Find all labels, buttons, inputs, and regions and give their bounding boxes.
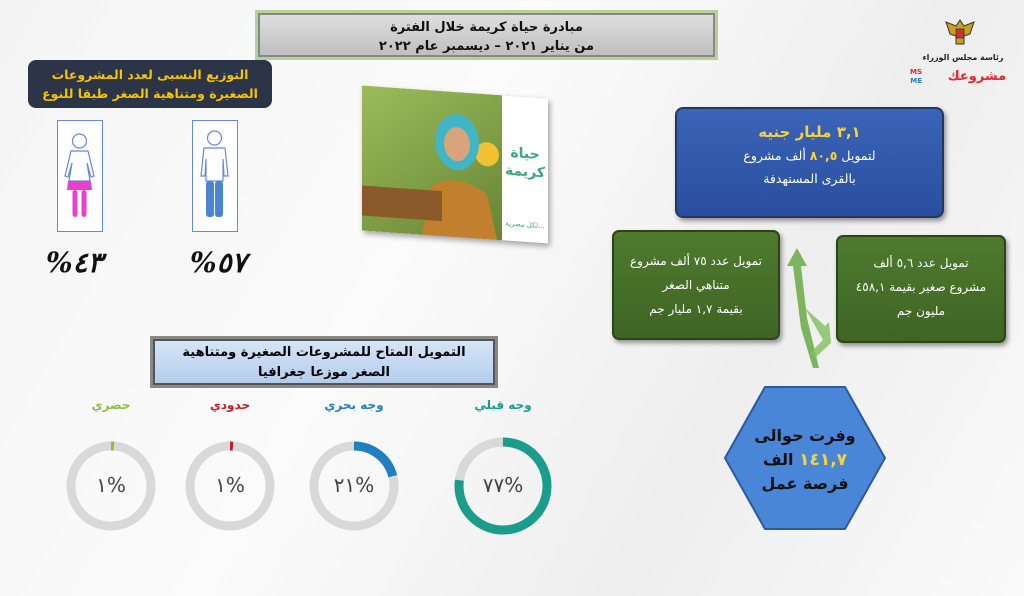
donut-arc [309,441,399,531]
geo-percentage: ١% [96,473,126,497]
svg-text:MS: MS [910,68,922,76]
geo-percentage: ١% [215,473,245,497]
geo-donut [454,437,552,535]
photo-brand: حياة كريمة [502,143,548,182]
micro-line-3: بقيمة ١,٧ مليار جم [649,302,743,316]
micro-projects-box: تمويل عدد ٧٥ ألف مشروع متناهي الصغر بقيم… [612,230,780,340]
micro-line-1: تمويل عدد ٧٥ ألف مشروع [630,254,762,268]
gender-heading: التوزيع النسبى لعدد المشروعات الصغيرة وم… [28,60,272,108]
egypt-eagle-icon: رئاسة مجلس الوزراء مشروعك MS ME [910,19,1006,85]
male-figure-box [192,120,238,232]
geo-label: وجه بحري [324,398,384,412]
funding-line-2-pre: لتمويل [837,148,876,163]
small-line-2: مشروع صغير بقيمة ٤٥٨,١ [855,280,987,294]
small-line-3: مليون جم [896,304,946,318]
donut-arc [66,441,156,531]
title-line-2: من يناير ٢٠٢١ – ديسمبر عام ٢٠٢٢ [378,39,595,54]
initiative-photo: حياة كريمة ...لكل مصرية [362,85,548,244]
title-line-1: مبادرة حياة كريمة خلال الفترة [390,20,583,35]
geo-percentage: ٢١% [333,473,375,497]
funding-line-2: لتمويل ٨٠,٥ ألف مشروع [677,144,942,167]
jobs-line-3: فرصة عمل [761,474,849,493]
svg-text:رئاسة مجلس الوزراء: رئاسة مجلس الوزراء [923,53,1004,63]
funding-project-count: ٨٠,٥ [809,148,838,163]
female-figure-box [57,120,103,232]
total-funding-box: ٣,١ مليار جنيه لتمويل ٨٠,٥ ألف مشروع بال… [675,107,944,218]
male-icon [200,130,229,217]
svg-text:ME: ME [910,77,922,85]
total-amount: ٣,١ مليار جنيه [758,123,861,141]
gender-heading-line-2: الصغيرة ومتناهية الصغر طبقا للنوع [42,86,258,101]
jobs-unit: الف [762,450,800,469]
logo: رئاسة مجلس الوزراء مشروعك MS ME [905,10,1015,92]
geo-label: حضري [91,398,131,412]
geo-donut [309,441,399,531]
gender-heading-line-1: التوزيع النسبى لعدد المشروعات [51,67,249,82]
small-projects-box: تمويل عدد ٥,٦ ألف مشروع صغير بقيمة ٤٥٨,١… [836,235,1006,343]
geo-heading-line-1: التمويل المتاح للمشروعات الصغيرة ومتناهي… [182,345,466,360]
geo-percentage: ٧٧% [482,473,524,497]
jobs-line-1: وفرت حوالى [754,426,856,445]
geo-heading-line-2: الصغر موزعا جغرافيا [257,365,391,380]
geo-donut [185,441,275,531]
geo-donut [66,441,156,531]
geo-label: حدودي [209,398,251,412]
jobs-text: وفرت حوالى ١٤١,٧ الف فرصة عمل [745,424,865,496]
funding-line-3: بالقرى المستهدفة [763,171,856,186]
page-title: مبادرة حياة كريمة خلال الفترة من يناير ٢… [255,10,718,60]
funding-line-2-post: ألف مشروع [743,148,810,163]
photo-brand-line-2: كريمة [505,162,545,182]
jobs-hexagon [723,386,887,530]
small-line-1: تمويل عدد ٥,٦ ألف [873,256,969,270]
female-icon [64,133,95,217]
jobs-count: ١٤١,٧ [799,450,848,470]
donut-arc [185,441,275,531]
geo-label: وجه قبلي [474,398,532,412]
micro-line-2: متناهي الصغر [662,278,730,292]
merge-arrow-icon [787,248,831,368]
female-percentage: %٤٣ [46,246,103,279]
donut-arc [454,437,552,535]
male-percentage: %٥٧ [190,246,247,279]
svg-text:مشروعك: مشروعك [948,69,1006,84]
geo-heading: التمويل المتاح للمشروعات الصغيرة ومتناهي… [150,336,498,388]
jobs-line-2: ١٤١,٧ الف [745,448,865,472]
